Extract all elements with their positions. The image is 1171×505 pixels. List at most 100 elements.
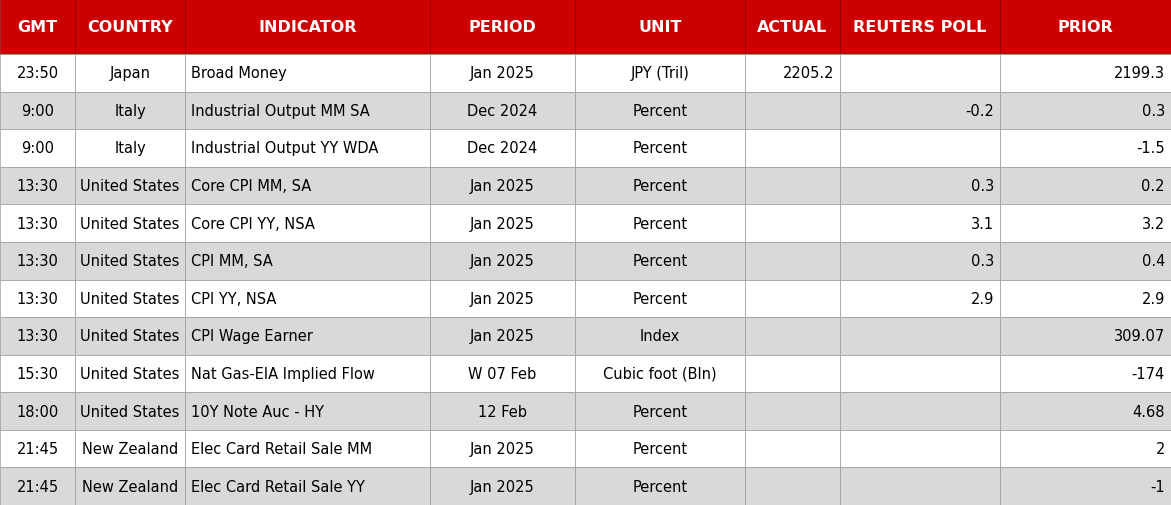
Bar (575, 280, 745, 318)
Bar (75, 55, 185, 92)
Bar (430, 318, 575, 355)
Bar (575, 168, 745, 205)
Bar (430, 55, 575, 92)
Text: Italy: Italy (114, 104, 146, 119)
Bar (185, 55, 430, 92)
Bar (840, 468, 1000, 505)
Bar (185, 280, 430, 318)
Text: Percent: Percent (632, 479, 687, 494)
Bar (575, 430, 745, 468)
Bar (75, 92, 185, 130)
Text: 2205.2: 2205.2 (782, 66, 834, 81)
Bar (430, 280, 575, 318)
Bar (1000, 392, 1171, 430)
Bar (840, 280, 1000, 318)
Text: 2199.3: 2199.3 (1114, 66, 1165, 81)
Text: Broad Money: Broad Money (191, 66, 287, 81)
Text: JPY (Tril): JPY (Tril) (630, 66, 690, 81)
Text: PERIOD: PERIOD (468, 20, 536, 35)
Text: COUNTRY: COUNTRY (87, 20, 173, 35)
Bar (575, 355, 745, 392)
Text: 21:45: 21:45 (16, 479, 59, 494)
Bar (575, 392, 745, 430)
Bar (185, 468, 430, 505)
Text: Japan: Japan (110, 66, 151, 81)
Text: CPI Wage Earner: CPI Wage Earner (191, 329, 313, 344)
Bar (840, 168, 1000, 205)
Text: Jan 2025: Jan 2025 (470, 254, 535, 269)
Text: -1.5: -1.5 (1136, 141, 1165, 156)
Text: United States: United States (81, 403, 179, 419)
Bar (0, 55, 75, 92)
Text: CPI MM, SA: CPI MM, SA (191, 254, 273, 269)
Bar (745, 430, 840, 468)
Text: Percent: Percent (632, 216, 687, 231)
Bar (745, 205, 840, 242)
Text: Percent: Percent (632, 441, 687, 456)
Text: Dec 2024: Dec 2024 (467, 141, 537, 156)
Text: 0.3: 0.3 (1142, 104, 1165, 119)
Text: Percent: Percent (632, 403, 687, 419)
Bar (0, 318, 75, 355)
Bar (430, 0, 575, 55)
Bar (185, 0, 430, 55)
Text: Percent: Percent (632, 179, 687, 193)
Text: INDICATOR: INDICATOR (259, 20, 357, 35)
Bar (0, 168, 75, 205)
Text: United States: United States (81, 179, 179, 193)
Text: Percent: Percent (632, 254, 687, 269)
Bar (1000, 355, 1171, 392)
Bar (185, 242, 430, 280)
Bar (840, 205, 1000, 242)
Text: 309.07: 309.07 (1114, 329, 1165, 344)
Text: -0.2: -0.2 (965, 104, 994, 119)
Bar (575, 0, 745, 55)
Bar (1000, 280, 1171, 318)
Bar (75, 205, 185, 242)
Bar (1000, 205, 1171, 242)
Text: 13:30: 13:30 (16, 216, 59, 231)
Bar (185, 130, 430, 168)
Text: PRIOR: PRIOR (1057, 20, 1114, 35)
Bar (575, 92, 745, 130)
Text: 0.3: 0.3 (971, 179, 994, 193)
Text: Core CPI YY, NSA: Core CPI YY, NSA (191, 216, 315, 231)
Text: 0.2: 0.2 (1142, 179, 1165, 193)
Bar (745, 280, 840, 318)
Text: 2.9: 2.9 (971, 291, 994, 306)
Bar (745, 92, 840, 130)
Bar (75, 430, 185, 468)
Text: Percent: Percent (632, 104, 687, 119)
Bar (745, 55, 840, 92)
Bar (840, 392, 1000, 430)
Text: Dec 2024: Dec 2024 (467, 104, 537, 119)
Bar (575, 130, 745, 168)
Text: 0.4: 0.4 (1142, 254, 1165, 269)
Bar (1000, 130, 1171, 168)
Text: Italy: Italy (114, 141, 146, 156)
Bar (1000, 0, 1171, 55)
Text: ACTUAL: ACTUAL (758, 20, 828, 35)
Bar (0, 280, 75, 318)
Bar (0, 205, 75, 242)
Text: 18:00: 18:00 (16, 403, 59, 419)
Text: 13:30: 13:30 (16, 179, 59, 193)
Text: Elec Card Retail Sale YY: Elec Card Retail Sale YY (191, 479, 365, 494)
Text: 12 Feb: 12 Feb (478, 403, 527, 419)
Text: UNIT: UNIT (638, 20, 682, 35)
Bar (185, 355, 430, 392)
Bar (575, 468, 745, 505)
Text: REUTERS POLL: REUTERS POLL (854, 20, 987, 35)
Bar (430, 130, 575, 168)
Bar (1000, 318, 1171, 355)
Text: Index: Index (639, 329, 680, 344)
Bar (75, 0, 185, 55)
Text: 13:30: 13:30 (16, 254, 59, 269)
Text: Industrial Output MM SA: Industrial Output MM SA (191, 104, 370, 119)
Bar (0, 355, 75, 392)
Bar (0, 392, 75, 430)
Text: Jan 2025: Jan 2025 (470, 179, 535, 193)
Text: 23:50: 23:50 (16, 66, 59, 81)
Text: 13:30: 13:30 (16, 291, 59, 306)
Bar (430, 468, 575, 505)
